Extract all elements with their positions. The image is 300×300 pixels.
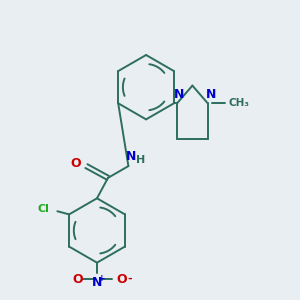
Text: O: O [73, 273, 83, 286]
Text: -: - [128, 274, 132, 284]
Text: O: O [70, 157, 81, 170]
Text: CH₃: CH₃ [229, 98, 250, 108]
Text: H: H [136, 154, 145, 164]
Text: +: + [98, 274, 106, 284]
Text: N: N [173, 88, 184, 100]
Text: N: N [126, 150, 136, 163]
Text: O: O [117, 273, 127, 286]
Text: Cl: Cl [38, 204, 50, 214]
Text: N: N [206, 88, 216, 100]
Text: N: N [92, 276, 102, 289]
